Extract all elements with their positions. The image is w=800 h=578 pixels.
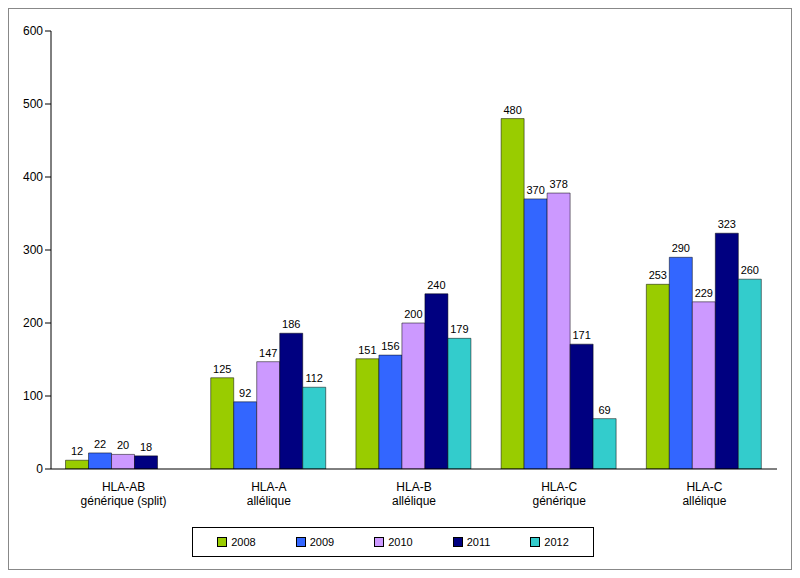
svg-text:92: 92: [239, 387, 251, 399]
svg-text:253: 253: [649, 269, 667, 281]
svg-text:HLA-Callélique: HLA-Callélique: [682, 480, 726, 508]
svg-text:323: 323: [718, 218, 736, 230]
svg-text:400: 400: [23, 170, 43, 184]
html-text:2010: 2010: [388, 536, 413, 548]
svg-text:12: 12: [71, 445, 83, 457]
svg-text:200: 200: [23, 316, 43, 330]
svg-text:240: 240: [427, 279, 445, 291]
svg-text:69: 69: [598, 404, 610, 416]
html-text:2008: 2008: [231, 536, 256, 548]
svg-text:600: 600: [23, 24, 43, 38]
svg-text:229: 229: [695, 287, 713, 299]
svg-text:HLA-ABgénérique (split): HLA-ABgénérique (split): [81, 480, 167, 508]
svg-text:125: 125: [213, 363, 231, 375]
svg-text:480: 480: [503, 104, 521, 116]
svg-text:HLA-Cgénérique: HLA-Cgénérique: [533, 480, 587, 508]
svg-text:290: 290: [672, 242, 690, 254]
svg-text:HLA-Aallélique: HLA-Aallélique: [247, 480, 291, 508]
svg-text:500: 500: [23, 97, 43, 111]
svg-text:378: 378: [549, 178, 567, 190]
svg-text:186: 186: [282, 318, 300, 330]
svg-text:100: 100: [23, 389, 43, 403]
svg-text:171: 171: [572, 329, 590, 341]
svg-text:151: 151: [358, 344, 376, 356]
svg-text:300: 300: [23, 243, 43, 257]
svg-text:200: 200: [404, 308, 422, 320]
html-text:2011: 2011: [466, 536, 491, 548]
svg-text:HLA-Ballélique: HLA-Ballélique: [392, 480, 436, 508]
svg-text:147: 147: [259, 347, 277, 359]
svg-text:0: 0: [36, 462, 43, 476]
svg-text:20: 20: [117, 439, 129, 451]
svg-text:370: 370: [526, 184, 544, 196]
html-text:2012: 2012: [544, 536, 569, 548]
svg-text:260: 260: [741, 264, 759, 276]
svg-text:156: 156: [381, 340, 399, 352]
svg-text:179: 179: [450, 323, 468, 335]
svg-text:18: 18: [140, 441, 152, 453]
svg-text:22: 22: [94, 438, 106, 450]
html-text:2009: 2009: [309, 536, 335, 548]
svg-text:112: 112: [305, 372, 323, 384]
